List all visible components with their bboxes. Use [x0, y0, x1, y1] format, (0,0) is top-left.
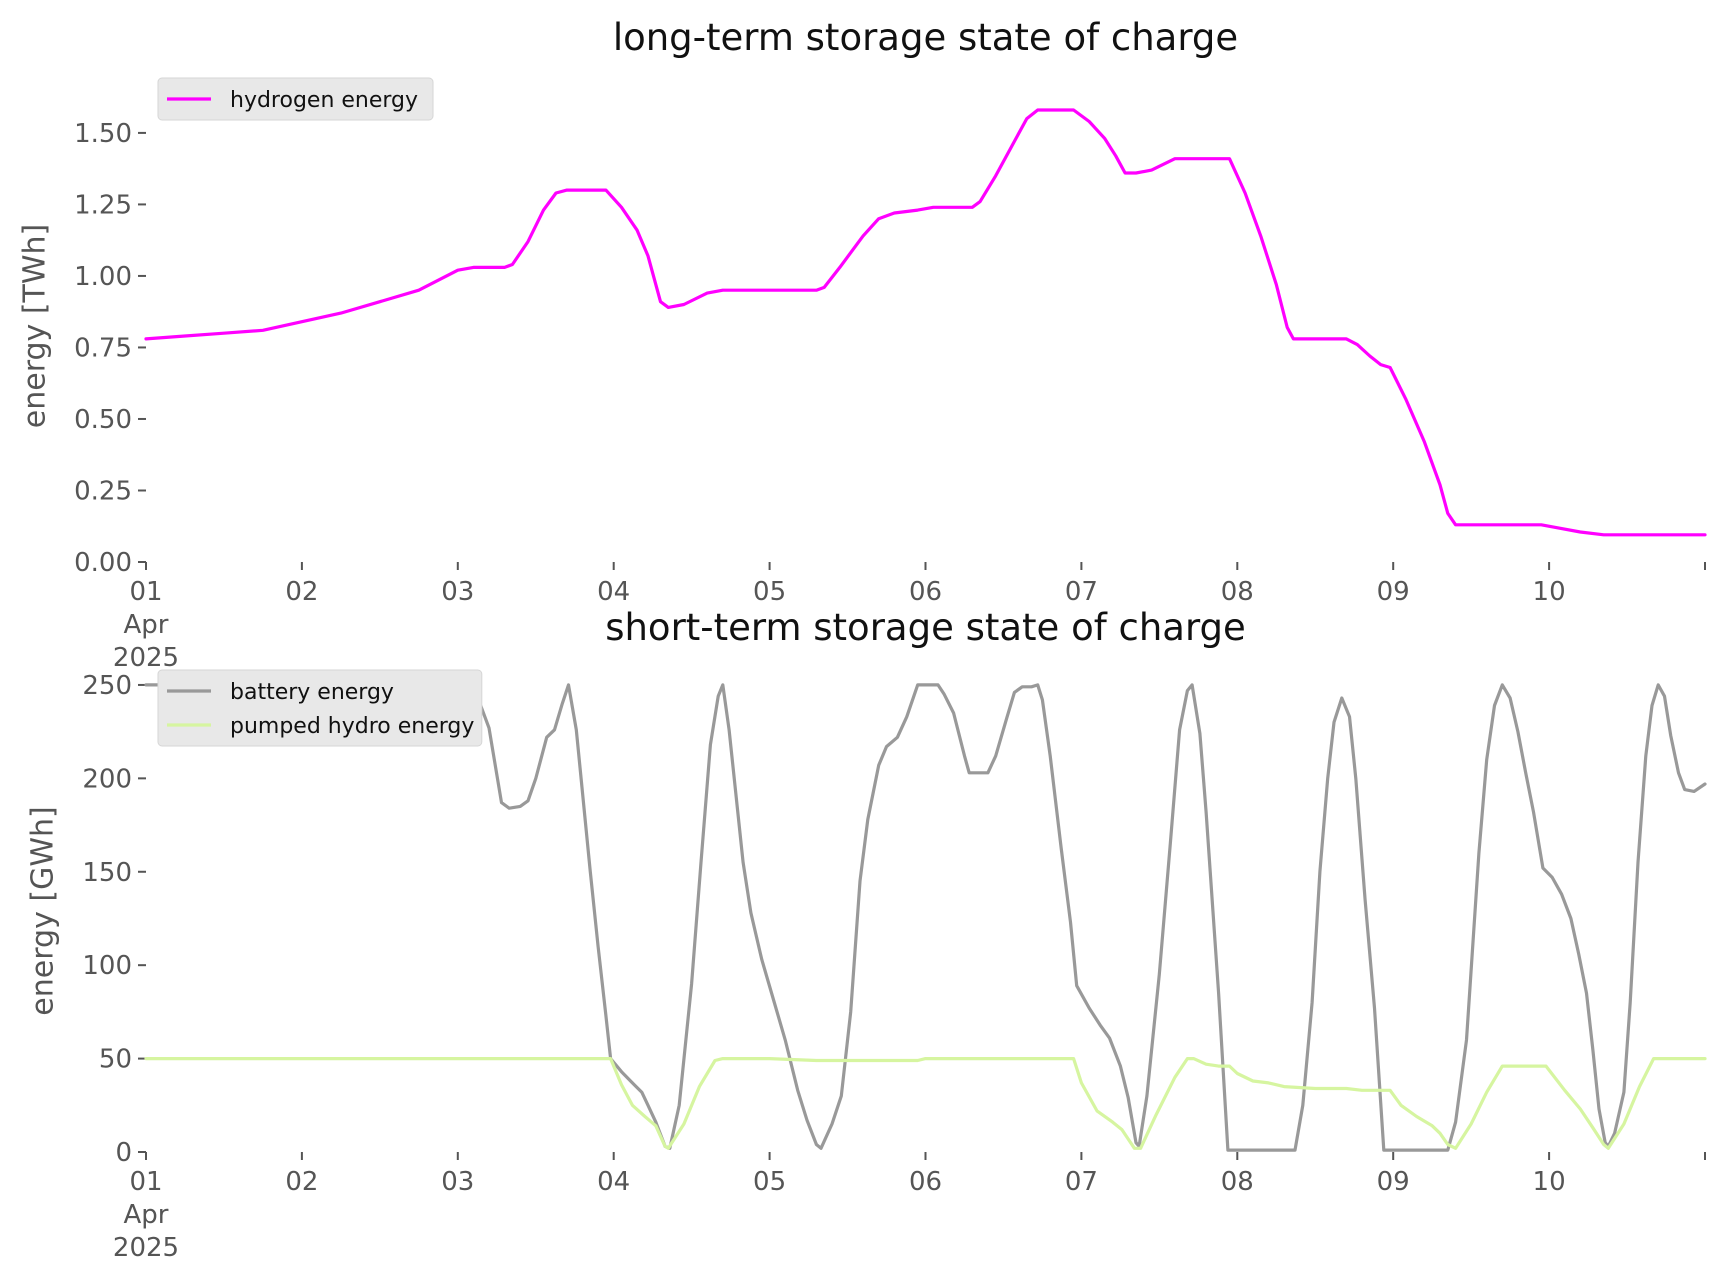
y-tick-label: 0.00	[74, 548, 132, 578]
short-term-y-axis-label: energy [GWh]	[26, 806, 61, 1015]
x-tick-label: 03	[441, 1167, 474, 1197]
x-tick-label: 04	[597, 577, 630, 607]
legend-entry: hydrogen energy	[230, 88, 418, 113]
series-line-pumped-hydro-energy	[144, 1057, 1707, 1150]
x-tick-label: 07	[1065, 577, 1098, 607]
x-tick-label: 10	[1533, 577, 1566, 607]
long-term-y-axis-label: energy [TWh]	[18, 224, 53, 428]
x-tick-label: 08	[1221, 1167, 1254, 1197]
long-term-x-ticks: 01 Apr 2025 02 03 04 05 06 07 08 09 10	[113, 562, 1706, 673]
y-tick-label: 0.25	[74, 476, 132, 506]
x-tick-label: 07	[1065, 1167, 1098, 1197]
y-tick-label: 1.00	[74, 262, 132, 292]
x-tick-label: 10	[1533, 1167, 1566, 1197]
short-term-storage-panel: short-term storage state of charge energ…	[26, 606, 1707, 1263]
x-tick-label: 04	[597, 1167, 630, 1197]
x-tick-label: 01 Apr 2025	[113, 577, 179, 673]
x-tick-label: 08	[1221, 577, 1254, 607]
short-term-legend: battery energy pumped hydro energy	[157, 669, 483, 747]
y-tick-label: 250	[82, 671, 132, 701]
short-term-series-lines	[144, 683, 1707, 1152]
y-tick-label: 50	[99, 1045, 132, 1075]
series-line-hydrogen-energy	[144, 108, 1707, 537]
x-tick-label: 01 Apr 2025	[113, 1167, 179, 1263]
y-tick-label: 1.25	[74, 190, 132, 220]
x-tick-label: 02	[285, 577, 318, 607]
x-tick-label: 03	[441, 577, 474, 607]
short-term-x-ticks: 01 Apr 2025 02 03 04 05 06 07 08 09 10	[113, 1152, 1706, 1263]
x-tick-label: 06	[909, 1167, 942, 1197]
long-term-storage-panel: long-term storage state of charge energy…	[18, 16, 1707, 673]
x-tick-label: 09	[1377, 1167, 1410, 1197]
long-term-chart-title: long-term storage state of charge	[613, 16, 1238, 59]
legend-box	[157, 669, 483, 747]
legend-box	[157, 77, 434, 121]
short-term-chart-title: short-term storage state of charge	[605, 606, 1246, 649]
long-term-legend: hydrogen energy	[157, 77, 434, 121]
long-term-series-lines	[144, 108, 1707, 537]
series-line-battery-energy	[144, 683, 1707, 1152]
y-tick-label: 150	[82, 858, 132, 888]
short-term-y-ticks: 0 50 100 150 200 250	[82, 671, 146, 1168]
legend-entry: battery energy	[230, 680, 394, 705]
y-tick-label: 100	[82, 951, 132, 981]
y-tick-label: 0	[115, 1138, 132, 1168]
y-tick-label: 200	[82, 764, 132, 794]
y-tick-label: 0.75	[74, 333, 132, 363]
y-tick-label: 0.50	[74, 405, 132, 435]
x-tick-label: 02	[285, 1167, 318, 1197]
x-tick-label: 05	[753, 1167, 786, 1197]
x-tick-label: 05	[753, 577, 786, 607]
x-tick-label: 09	[1377, 577, 1410, 607]
x-tick-label: 06	[909, 577, 942, 607]
legend-entry: pumped hydro energy	[230, 714, 474, 739]
y-tick-label: 1.50	[74, 119, 132, 149]
long-term-y-ticks: 0.00 0.25 0.50 0.75 1.00 1.25 1.50	[74, 119, 146, 578]
